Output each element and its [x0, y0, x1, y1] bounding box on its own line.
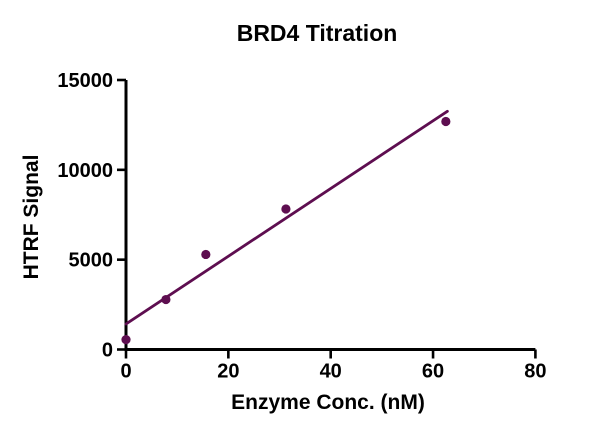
- fit-line: [124, 109, 449, 326]
- x-axis-label: Enzyme Conc. (nM): [231, 391, 425, 414]
- x-tick-label: 40: [320, 361, 342, 383]
- data-point: [201, 249, 211, 260]
- data-point: [121, 335, 131, 345]
- x-tick-label: 80: [524, 361, 546, 383]
- data-point: [161, 294, 171, 305]
- y-axis-label: HTRF Signal: [20, 154, 43, 280]
- data-point: [441, 116, 451, 127]
- y-tick-label: 5000: [69, 250, 114, 272]
- x-tick-label: 20: [217, 361, 239, 383]
- y-tick-label: 15000: [57, 70, 113, 92]
- axes: [124, 80, 536, 351]
- x-tick-label: 0: [120, 361, 131, 383]
- y-tick-label: 10000: [57, 160, 113, 182]
- x-tick-label: 60: [422, 361, 444, 383]
- chart-title: BRD4 Titration: [236, 20, 398, 46]
- data-point: [281, 204, 291, 214]
- y-tick-label: 0: [102, 340, 113, 362]
